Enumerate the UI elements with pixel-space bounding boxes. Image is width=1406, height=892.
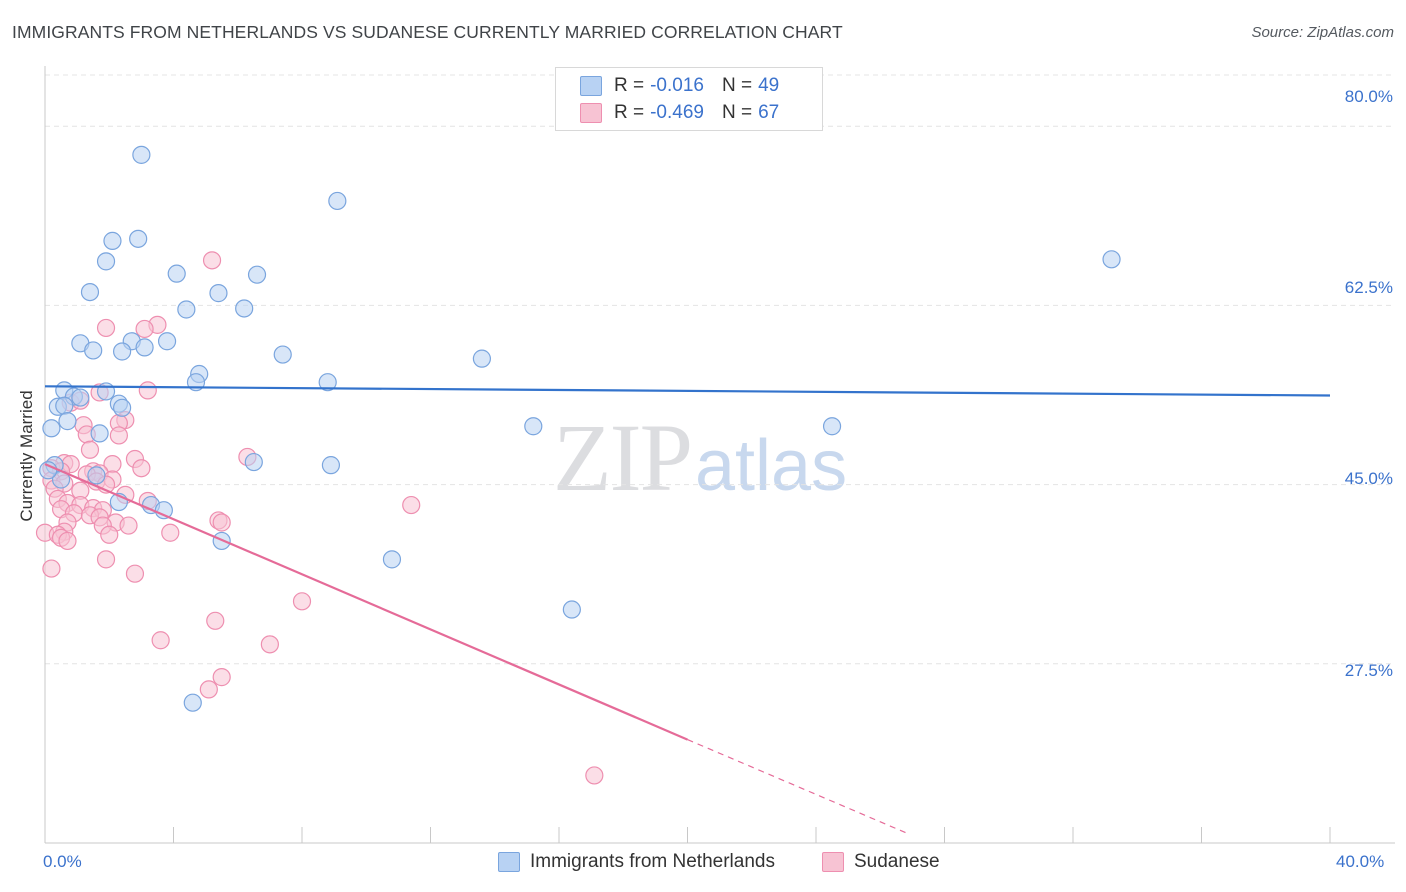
netherlands-point bbox=[183, 693, 202, 712]
sudanese-point bbox=[135, 319, 154, 339]
sudanese-point bbox=[80, 440, 100, 459]
netherlands-point bbox=[177, 300, 196, 319]
netherlands-point bbox=[235, 299, 254, 318]
netherlands-point bbox=[321, 456, 341, 475]
sudanese-point bbox=[212, 513, 231, 532]
stats-legend: R = -0.016 N = 49 R = -0.469 N = 67 bbox=[555, 67, 823, 131]
legend-item-netherlands[interactable]: Immigrants from Netherlands bbox=[498, 851, 775, 873]
netherlands-point bbox=[87, 466, 106, 485]
sudanese-point bbox=[119, 516, 138, 535]
watermark-atlas: atlas bbox=[695, 426, 848, 506]
n-value: 49 bbox=[758, 75, 780, 96]
netherlands-swatch bbox=[498, 852, 520, 872]
netherlands-point bbox=[273, 345, 292, 364]
netherlands-point bbox=[318, 373, 337, 392]
sudanese-point bbox=[132, 459, 151, 478]
netherlands-point bbox=[71, 388, 90, 407]
sudanese-swatch bbox=[580, 103, 602, 123]
netherlands-trendline bbox=[44, 385, 1331, 397]
netherlands-swatch bbox=[580, 76, 602, 96]
y-tick-label: 27.5% bbox=[1344, 661, 1393, 680]
sudanese-point bbox=[206, 611, 225, 630]
sudanese-point bbox=[199, 680, 218, 699]
y-tick-label: 45.0% bbox=[1344, 469, 1393, 488]
netherlands-point bbox=[822, 417, 842, 436]
netherlands-point bbox=[112, 342, 132, 361]
netherlands-point bbox=[135, 338, 154, 357]
netherlands-point bbox=[209, 284, 228, 303]
sudanese-point bbox=[260, 635, 279, 654]
netherlands-point bbox=[472, 349, 491, 368]
netherlands-point bbox=[247, 265, 267, 284]
sudanese-point bbox=[42, 559, 61, 578]
y-tick-label: 80.0% bbox=[1344, 87, 1393, 106]
netherlands-point bbox=[112, 398, 132, 417]
netherlands-point bbox=[80, 282, 100, 302]
legend-label: Immigrants from Netherlands bbox=[530, 851, 775, 872]
sudanese-point bbox=[58, 531, 77, 551]
x-tick-label: 40.0% bbox=[1336, 852, 1385, 871]
stats-legend-row-netherlands: R = -0.016 N = 49 bbox=[580, 74, 779, 98]
netherlands-point bbox=[129, 229, 148, 248]
netherlands-point bbox=[96, 382, 116, 401]
n-label: N = bbox=[721, 102, 753, 123]
r-label: R = bbox=[614, 75, 645, 96]
sudanese-point bbox=[138, 381, 157, 400]
sudanese-point bbox=[109, 426, 128, 445]
x-tick-label: 0.0% bbox=[43, 852, 82, 871]
y-axis-label: Currently Married bbox=[17, 390, 36, 522]
sudanese-point bbox=[96, 318, 116, 338]
sudanese-point bbox=[125, 564, 145, 583]
sudanese-point bbox=[212, 668, 231, 687]
r-value: -0.469 bbox=[650, 102, 704, 123]
sudanese-point bbox=[585, 766, 604, 785]
sudanese-point bbox=[100, 525, 119, 544]
source-note: Source: ZipAtlas.com bbox=[1251, 24, 1394, 41]
r-value: -0.016 bbox=[650, 75, 704, 96]
sudanese-trendline bbox=[44, 463, 688, 741]
netherlands-point bbox=[90, 424, 109, 443]
n-label: N = bbox=[721, 75, 753, 96]
netherlands-point bbox=[96, 252, 116, 271]
chart-title: IMMIGRANTS FROM NETHERLANDS VS SUDANESE … bbox=[12, 22, 843, 42]
r-label: R = bbox=[614, 102, 645, 123]
netherlands-point bbox=[167, 264, 186, 283]
sudanese-trendline-extension bbox=[687, 739, 907, 834]
stats-legend-row-sudanese: R = -0.469 N = 67 bbox=[580, 101, 779, 125]
sudanese-swatch bbox=[822, 852, 844, 872]
y-tick-label: 62.5% bbox=[1344, 278, 1393, 297]
sudanese-point bbox=[161, 523, 180, 542]
netherlands-point bbox=[84, 341, 103, 360]
sudanese-point bbox=[96, 550, 116, 569]
legend-item-sudanese[interactable]: Sudanese bbox=[822, 851, 940, 873]
sudanese-point bbox=[202, 251, 222, 270]
netherlands-point bbox=[382, 550, 402, 569]
sudanese-point bbox=[151, 631, 170, 650]
sudanese-point bbox=[402, 495, 421, 515]
netherlands-point bbox=[524, 417, 543, 436]
netherlands-point bbox=[55, 396, 74, 415]
netherlands-point bbox=[58, 412, 77, 431]
netherlands-point bbox=[42, 419, 61, 438]
netherlands-point bbox=[244, 452, 263, 472]
netherlands-point bbox=[328, 191, 347, 211]
watermark: ZIPatlas bbox=[553, 402, 847, 513]
watermark-zip: ZIP bbox=[553, 404, 693, 511]
netherlands-point bbox=[157, 332, 177, 351]
legend-label: Sudanese bbox=[854, 851, 940, 872]
netherlands-point bbox=[103, 231, 122, 250]
netherlands-point bbox=[562, 600, 581, 619]
netherlands-point bbox=[1102, 250, 1121, 269]
sudanese-point bbox=[292, 592, 312, 611]
netherlands-point bbox=[132, 145, 151, 164]
n-value: 67 bbox=[758, 102, 780, 123]
